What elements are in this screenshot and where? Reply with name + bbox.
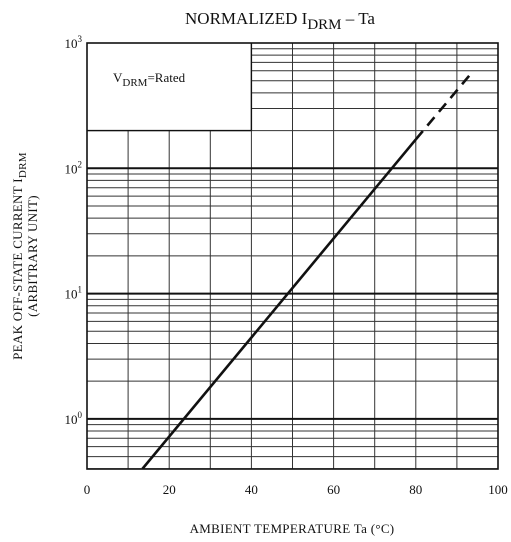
chart-title-subscript: DRM xyxy=(307,17,341,33)
x-tick-label: 40 xyxy=(245,482,258,497)
y-tick-base: 10 xyxy=(65,161,78,176)
y-tick-label: 103 xyxy=(65,34,83,51)
y-axis-label-text: PEAK OFF-STATE CURRENT I xyxy=(10,178,25,360)
y-tick-base: 10 xyxy=(65,36,78,51)
y-tick-exponent: 3 xyxy=(78,34,83,44)
y-tick-label: 101 xyxy=(65,285,83,302)
y-axis-label-line1: PEAK OFF-STATE CURRENT IDRM xyxy=(10,152,29,360)
series-lines xyxy=(141,69,475,470)
y-axis-label: PEAK OFF-STATE CURRENT IDRM (ARBITRARY U… xyxy=(10,152,40,360)
plot-frame xyxy=(86,42,499,470)
y-tick-exponent: 0 xyxy=(78,410,83,420)
annotation-suffix: =Rated xyxy=(147,70,185,85)
series-line-solid xyxy=(141,138,417,470)
x-tick-label: 80 xyxy=(409,482,422,497)
annotation-text: VDRM=Rated xyxy=(113,70,186,89)
plot-grid xyxy=(87,43,498,470)
annotation-subscript: DRM xyxy=(122,77,147,89)
y-tick-base: 10 xyxy=(65,287,78,302)
x-tick-label: 0 xyxy=(84,482,91,497)
chart-title: NORMALIZED IDRM – Ta xyxy=(185,9,375,33)
y-axis-label-line2: (ARBITRARY UNIT) xyxy=(25,195,40,317)
x-tick-label: 20 xyxy=(163,482,176,497)
chart-title-prefix: NORMALIZED I xyxy=(185,9,308,28)
y-tick-exponent: 1 xyxy=(78,285,83,295)
annotation-box: VDRM=Rated xyxy=(87,43,253,132)
x-axis-label: AMBIENT TEMPERATURE Ta (°C) xyxy=(190,521,395,536)
y-tick-exponent: 2 xyxy=(78,159,83,169)
y-tick-base: 10 xyxy=(65,412,78,427)
y-axis-label-subscript: DRM xyxy=(17,152,29,178)
x-tick-label: 100 xyxy=(488,482,508,497)
x-tick-label: 60 xyxy=(327,482,340,497)
series-line-dashed xyxy=(414,69,475,141)
annotation-prefix: V xyxy=(113,70,123,85)
y-tick-label: 100 xyxy=(65,410,83,427)
y-tick-label: 102 xyxy=(65,159,83,176)
chart-title-suffix: – Ta xyxy=(342,9,376,28)
